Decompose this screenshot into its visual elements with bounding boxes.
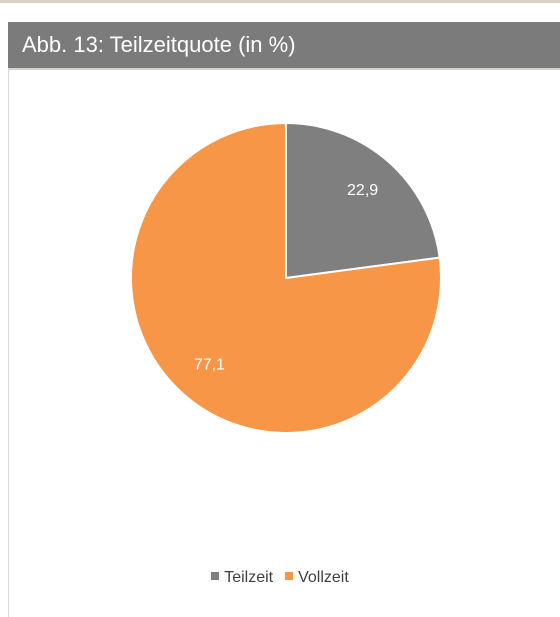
legend-label: Vollzeit [298,569,349,586]
legend-swatch [211,572,220,580]
legend: Teilzeit Vollzeit [0,569,560,587]
header-border [8,68,560,70]
data-label: 22,9 [347,182,378,199]
pie-slice [130,121,442,434]
top-border [0,0,560,3]
legend-label: Teilzeit [224,569,274,586]
legend-item: Teilzeit [211,569,273,587]
legend-item: Vollzeit [285,569,349,587]
left-border [8,68,9,617]
data-label: 77,1 [194,357,225,374]
chart-title: Abb. 13: Teilzeitquote (in %) [8,22,560,68]
legend-swatch [285,572,294,580]
pie-slice [285,121,441,280]
